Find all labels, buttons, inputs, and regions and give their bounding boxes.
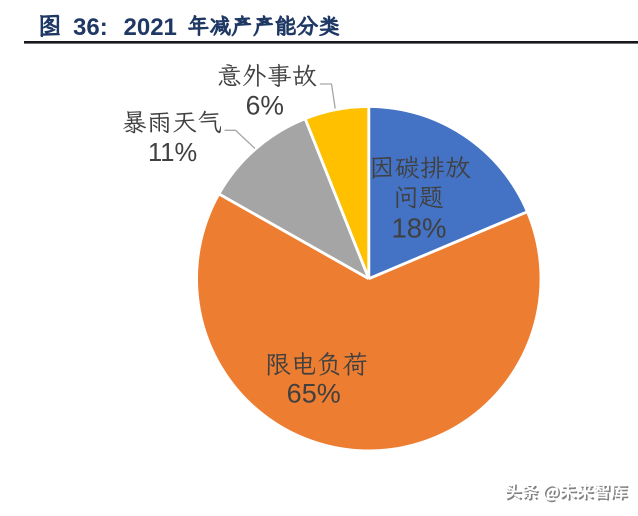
svg-text:36:: 36:: [73, 14, 108, 41]
svg-text:6%: 6%: [246, 91, 284, 121]
svg-text:65%: 65%: [287, 379, 341, 409]
svg-text:18%: 18%: [391, 212, 446, 243]
svg-text:2021: 2021: [124, 14, 177, 41]
svg-text:11%: 11%: [148, 139, 197, 167]
